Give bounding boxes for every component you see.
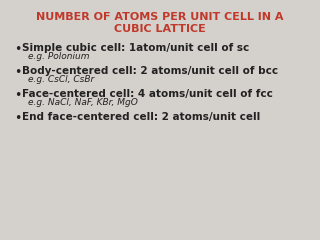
Text: •: •: [14, 89, 21, 102]
Text: Face-centered cell: 4 atoms/unit cell of fcc: Face-centered cell: 4 atoms/unit cell of…: [22, 89, 273, 99]
Text: Body-centered cell: 2 atoms/unit cell of bcc: Body-centered cell: 2 atoms/unit cell of…: [22, 66, 278, 76]
Text: NUMBER OF ATOMS PER UNIT CELL IN A: NUMBER OF ATOMS PER UNIT CELL IN A: [36, 12, 284, 22]
Text: Simple cubic cell: 1atom/unit cell of sc: Simple cubic cell: 1atom/unit cell of sc: [22, 43, 249, 53]
Text: End face-centered cell: 2 atoms/unit cell: End face-centered cell: 2 atoms/unit cel…: [22, 112, 260, 122]
Text: e.g. CsCl, CsBr: e.g. CsCl, CsBr: [28, 75, 94, 84]
Text: e.g. Polonium: e.g. Polonium: [28, 52, 90, 61]
Text: •: •: [14, 66, 21, 79]
Text: •: •: [14, 112, 21, 125]
Text: CUBIC LATTICE: CUBIC LATTICE: [114, 24, 206, 34]
Text: •: •: [14, 43, 21, 56]
Text: e.g. NaCl, NaF, KBr, MgO: e.g. NaCl, NaF, KBr, MgO: [28, 98, 138, 107]
